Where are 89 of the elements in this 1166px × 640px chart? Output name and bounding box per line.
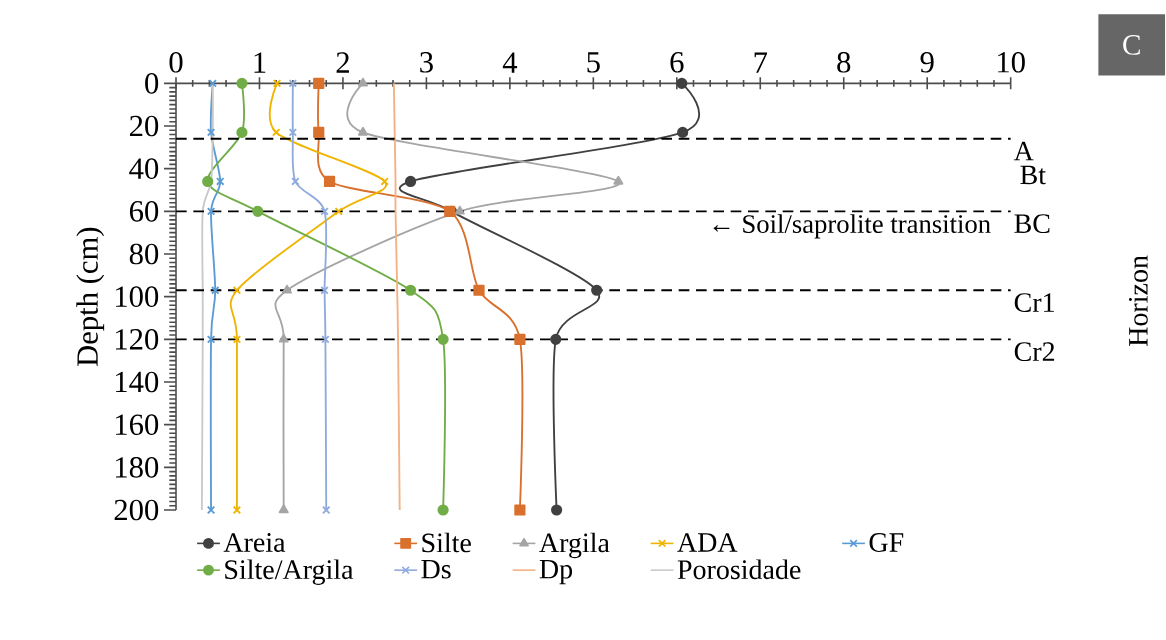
y-tick-label: 200 [114,499,159,521]
point [272,79,282,88]
point [206,128,216,137]
point [437,504,449,516]
x-tick-label: 10 [998,51,1025,73]
x-tick-label: 7 [754,52,768,73]
y-tick-label: 100 [115,286,159,308]
y-tick-label: 60 [129,200,159,222]
point [282,284,292,294]
point [208,79,217,88]
x-tick-label: 8 [837,51,851,73]
point [323,175,336,188]
x-tick-label: 6 [670,52,684,73]
point [216,177,225,186]
legend-label: Dp [539,559,573,585]
y2-axis-title: Horizon [1128,255,1148,346]
y-tick-label: 20 [129,115,159,137]
point [232,335,242,344]
legend-label: Ds [421,559,451,579]
y-tick-label: 80 [129,243,159,265]
point [321,335,330,344]
point [320,286,329,295]
legend-label: GF [869,533,904,552]
y-tick-label: 160 [115,414,159,436]
x-tick-label: 5 [587,52,600,73]
x-tick-label: 2 [336,52,349,73]
point [514,504,526,516]
y-tick-label: 140 [115,371,159,393]
point [357,126,368,136]
point [236,126,248,139]
y-tick-label: 120 [115,328,159,350]
point [288,79,298,88]
point [288,128,298,137]
legend-label: Porosidade [677,559,801,580]
ref-line-label: A [1013,141,1034,161]
ref-line-label: BC [1014,214,1050,234]
point [271,128,281,137]
point [454,205,465,215]
point [404,175,417,188]
point [514,333,526,345]
point [322,505,331,515]
point [613,175,624,185]
legend-label: Argila [539,532,610,559]
legend-label: ADA [677,533,738,552]
point [211,286,220,295]
text: C [1123,35,1140,55]
legend-label: Silte [422,532,471,553]
point [206,505,216,515]
point [278,504,289,514]
point [313,77,325,89]
point [380,177,389,186]
ref-line-label: Cr1 [1014,293,1054,313]
x-tick-label: 9 [920,52,934,73]
point [232,286,242,295]
x-tick-label: 0 [169,51,183,73]
x-tick-label: 3 [420,52,433,73]
point [677,126,689,139]
y-axis-title: Depth (cm) [76,227,105,367]
point [357,77,368,87]
text: Bt [1020,165,1046,185]
point [206,207,216,216]
point [252,205,264,217]
annotation: ← Soil/saprolite transition [713,214,991,239]
point [551,504,563,516]
point [291,177,300,186]
point [676,77,688,89]
legend-label: Silte/Argila [225,559,354,585]
point [232,505,242,515]
point [206,335,216,344]
point [591,284,603,296]
point [473,284,485,296]
x-tick-label: 1 [254,52,266,73]
point [334,207,344,216]
point [320,207,329,216]
y-tick-label: 180 [115,456,159,478]
y-tick-label: 0 [145,72,159,94]
line-series [200,82,214,511]
point [236,77,248,89]
point [404,284,417,296]
line-series [392,82,401,511]
y-tick-label: 40 [129,158,159,180]
point [278,333,289,343]
point [550,333,562,345]
point [313,126,325,139]
ref-line-label: Cr2 [1014,342,1055,362]
x-tick-label: 4 [502,52,518,73]
point [202,175,214,188]
point [437,333,449,345]
legend-label: Areia [223,533,286,552]
